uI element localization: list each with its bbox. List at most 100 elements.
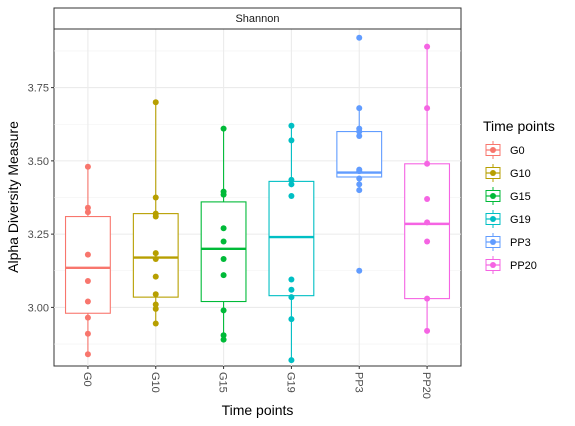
box xyxy=(64,215,111,314)
data-point-g19 xyxy=(288,276,295,283)
x-axis-ticks: G0 G10 G15 G19 PP3 PP20 xyxy=(81,366,432,399)
box xyxy=(200,201,247,303)
data-point-g10 xyxy=(152,301,159,308)
data-point-g15 xyxy=(220,125,227,132)
data-point-g10 xyxy=(152,273,159,280)
data-point-pp3 xyxy=(356,132,363,139)
data-point-g19 xyxy=(288,176,295,183)
data-point-g10 xyxy=(152,250,159,257)
y-tick-label: 3.75 xyxy=(28,83,49,95)
data-point-g10 xyxy=(152,99,159,106)
data-points xyxy=(84,34,431,364)
data-point-g10 xyxy=(152,194,159,201)
data-point-g10 xyxy=(152,256,159,263)
legend-point xyxy=(490,216,496,222)
data-point-g0 xyxy=(84,298,91,305)
data-point-g15 xyxy=(220,336,227,343)
data-point-g15 xyxy=(220,238,227,245)
data-point-pp3 xyxy=(356,166,363,173)
data-point-g0 xyxy=(84,163,91,170)
data-point-g19 xyxy=(288,181,295,188)
legend-item-g15: G15 xyxy=(484,187,531,205)
data-point-pp20 xyxy=(424,160,431,167)
data-point-g0 xyxy=(84,209,91,216)
data-point-g0 xyxy=(84,330,91,337)
legend-items: G0 G10 G15 G19 PP3 PP20 xyxy=(484,141,537,274)
data-point-g19 xyxy=(288,294,295,301)
data-point-pp20 xyxy=(424,219,431,226)
legend-title: Time points xyxy=(483,118,555,134)
data-point-g15 xyxy=(220,272,227,279)
data-point-g15 xyxy=(220,188,227,195)
y-axis-ticks: 3.00 3.25 3.50 3.75 xyxy=(28,83,54,314)
legend-item-g0: G0 xyxy=(484,141,525,159)
data-point-pp3 xyxy=(356,181,363,188)
data-point-g19 xyxy=(288,122,295,129)
boxplots xyxy=(64,46,451,361)
boxplot-g0 xyxy=(64,166,111,355)
data-point-g19 xyxy=(288,193,295,200)
x-tick-label: G19 xyxy=(284,372,296,393)
x-tick-label: G15 xyxy=(217,372,229,393)
data-point-pp20 xyxy=(424,105,431,112)
data-point-g0 xyxy=(84,351,91,358)
data-point-pp20 xyxy=(424,238,431,245)
data-point-g0 xyxy=(84,204,91,211)
legend-item-g19: G19 xyxy=(484,210,531,228)
legend-item-pp3: PP3 xyxy=(484,233,531,251)
data-point-g0 xyxy=(84,314,91,321)
legend-label: G15 xyxy=(510,191,531,203)
legend-point xyxy=(490,193,496,199)
data-point-g10 xyxy=(152,305,159,312)
y-axis-title: Alpha Diversity Measure xyxy=(5,121,21,273)
data-point-g19 xyxy=(288,357,295,364)
x-tick-label: PP20 xyxy=(420,372,432,399)
y-tick-label: 3.50 xyxy=(28,156,49,168)
data-point-pp3 xyxy=(356,125,363,132)
y-tick-label: 3.25 xyxy=(28,229,49,241)
data-point-g10 xyxy=(152,210,159,217)
box xyxy=(404,163,451,300)
data-point-g10 xyxy=(152,320,159,327)
data-point-pp20 xyxy=(424,43,431,50)
legend-label: PP20 xyxy=(510,260,537,272)
legend-label: G0 xyxy=(510,145,525,157)
legend-point xyxy=(490,239,496,245)
data-point-g0 xyxy=(84,251,91,258)
strip-label: Shannon xyxy=(235,13,279,25)
data-point-pp3 xyxy=(356,105,363,112)
x-tick-label: G10 xyxy=(149,372,161,393)
data-point-g15 xyxy=(220,225,227,232)
strip-background xyxy=(53,7,462,30)
data-point-pp3 xyxy=(356,267,363,274)
data-point-g15 xyxy=(220,256,227,263)
data-point-g19 xyxy=(288,316,295,323)
data-point-pp3 xyxy=(356,187,363,194)
x-tick-label: G0 xyxy=(81,372,93,387)
legend-point xyxy=(490,262,496,268)
legend-label: PP3 xyxy=(510,237,531,249)
legend-point xyxy=(490,147,496,153)
data-point-g10 xyxy=(152,291,159,298)
data-point-pp3 xyxy=(356,175,363,182)
legend-point xyxy=(490,170,496,176)
data-point-pp20 xyxy=(424,327,431,334)
data-point-pp20 xyxy=(424,295,431,302)
data-point-g19 xyxy=(288,137,295,144)
legend: Time points G0 G10 G15 G19 PP3 PP20 xyxy=(483,118,555,274)
x-tick-label: PP3 xyxy=(352,372,364,393)
data-point-g19 xyxy=(288,286,295,293)
legend-label: G10 xyxy=(510,168,531,180)
data-point-g15 xyxy=(220,307,227,314)
data-point-pp3 xyxy=(356,34,363,41)
boxplot-pp20 xyxy=(404,46,451,331)
legend-item-pp20: PP20 xyxy=(484,256,537,274)
data-point-g0 xyxy=(84,278,91,285)
data-point-pp20 xyxy=(424,195,431,202)
x-axis-title: Time points xyxy=(222,402,294,418)
data-point-g15 xyxy=(220,332,227,339)
legend-item-g10: G10 xyxy=(484,164,531,182)
legend-label: G19 xyxy=(510,214,531,226)
y-tick-label: 3.00 xyxy=(28,302,49,314)
